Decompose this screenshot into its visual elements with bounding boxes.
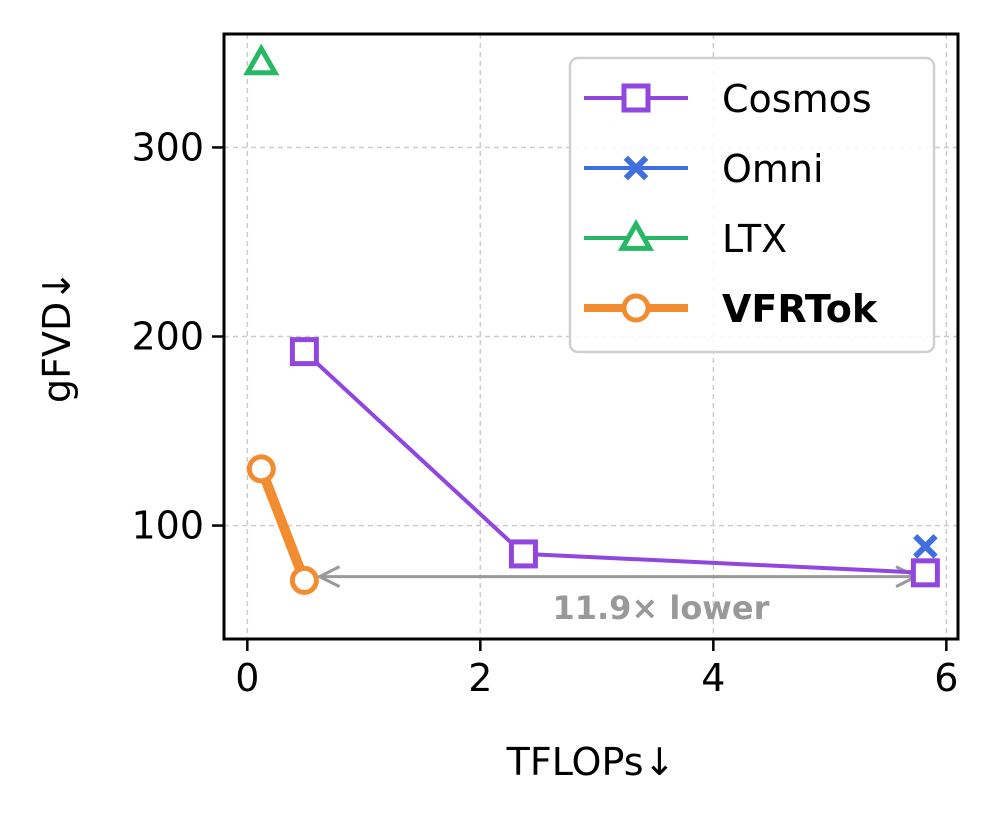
data-point-cosmos bbox=[289, 337, 319, 367]
series-line-vfrtok bbox=[256, 467, 310, 583]
legend-item-vfrtok: VFRTok bbox=[584, 287, 878, 331]
legend: Cosmos Omni LTX VFRTok bbox=[568, 56, 936, 354]
series-line-cosmos bbox=[303, 350, 926, 575]
x-tick-label: 6 bbox=[934, 656, 958, 700]
legend-label: LTX bbox=[722, 217, 787, 261]
x-tick-label: 4 bbox=[701, 656, 725, 700]
annotation-arrowhead-left bbox=[316, 565, 341, 588]
annotation-label: 11.9× lower bbox=[552, 589, 769, 627]
data-point-omni bbox=[913, 534, 938, 559]
legend-marker-cosmos bbox=[621, 83, 651, 113]
axis-ticks: 0 2 4 6 100 200 300 bbox=[131, 125, 958, 700]
y-tick-label: 300 bbox=[131, 125, 204, 169]
legend-label: Cosmos bbox=[722, 77, 872, 121]
series-ltx bbox=[243, 43, 280, 76]
legend-marker-ltx bbox=[617, 219, 655, 251]
legend-item-omni: Omni bbox=[584, 147, 824, 191]
legend-label: Omni bbox=[722, 147, 824, 191]
x-axis-label: TFLOPs↓ bbox=[506, 740, 676, 784]
y-tick-label: 200 bbox=[131, 315, 204, 359]
annotation: 11.9× lower bbox=[316, 565, 920, 627]
legend-item-cosmos: Cosmos bbox=[584, 77, 872, 121]
legend-label: VFRTok bbox=[722, 287, 878, 331]
legend-marker-vfrtok bbox=[621, 293, 651, 323]
series-cosmos bbox=[289, 337, 940, 588]
series bbox=[243, 43, 940, 595]
series-omni bbox=[913, 534, 938, 559]
data-point-vfrtok bbox=[246, 454, 276, 484]
data-point-vfrtok bbox=[289, 565, 319, 595]
x-tick-label: 2 bbox=[468, 656, 492, 700]
y-tick-label: 100 bbox=[131, 504, 204, 548]
legend-box bbox=[568, 56, 936, 354]
y-axis-label: gFVD↓ bbox=[35, 270, 79, 403]
data-point-cosmos bbox=[508, 539, 538, 569]
data-point-cosmos bbox=[910, 558, 940, 588]
legend-item-ltx: LTX bbox=[584, 217, 787, 261]
x-tick-label: 0 bbox=[235, 656, 259, 700]
series-vfrtok bbox=[246, 454, 319, 595]
legend-marker-omni bbox=[623, 155, 649, 181]
data-point-ltx bbox=[243, 43, 280, 76]
